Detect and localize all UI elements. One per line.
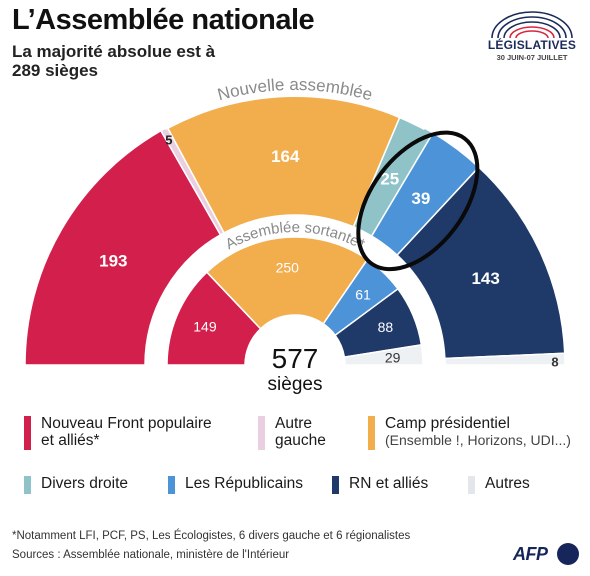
value-label-new-7: 8 xyxy=(551,354,558,369)
logo-dates: 30 JUIN-07 JUILLET xyxy=(496,53,568,62)
legend-swatch xyxy=(368,416,375,450)
value-label-old-5: 61 xyxy=(355,286,371,302)
legend-label: Camp présidentiel (Ensemble !, Horizons, … xyxy=(385,415,571,448)
value-label-new-5: 39 xyxy=(411,189,430,208)
value-labels: 193 5 164 25 39 143 8 149 250 61 88 29 xyxy=(99,133,558,370)
legend-label: RN et alliés xyxy=(349,475,429,492)
legend-swatch xyxy=(24,416,31,450)
inner-label-band xyxy=(200,217,397,272)
legend-label: Autres xyxy=(485,475,530,492)
highlight-ellipse xyxy=(356,130,480,272)
total-seats-value: 577 xyxy=(272,343,319,374)
inner-ring xyxy=(166,236,424,366)
value-label-new-3: 164 xyxy=(271,147,300,166)
afp-logo: AFP xyxy=(513,541,581,569)
seat-segment-old-1 xyxy=(166,271,262,366)
legend-label: Les Républicains xyxy=(185,475,304,492)
legislatives-logo: LÉGISLATIVES 30 JUIN-07 JUILLET xyxy=(482,8,582,66)
legend-swatch xyxy=(332,476,339,494)
highlight-ellipse-shape xyxy=(356,130,480,272)
afp-dot-icon xyxy=(557,543,579,565)
seat-segment-new-1 xyxy=(24,129,222,366)
footnote: *Notamment LFI, PCF, PS, Les Écologistes… xyxy=(12,530,411,542)
legend-label: Divers droite xyxy=(41,475,128,492)
value-label-old-6: 88 xyxy=(378,319,394,335)
value-label-old-7: 29 xyxy=(385,349,401,365)
value-label-new-1: 193 xyxy=(99,252,127,271)
value-label-new-2: 5 xyxy=(165,133,172,148)
value-label-old-3: 250 xyxy=(276,259,300,275)
seat-segment-old-3 xyxy=(205,236,369,330)
value-label-new-4: 25 xyxy=(380,170,399,189)
legend-label: Nouveau Front populaire et alliés* xyxy=(41,415,212,449)
sources: Sources : Assemblée nationale, ministère… xyxy=(12,549,290,561)
legend-swatch xyxy=(468,476,475,494)
afp-brand: AFP xyxy=(513,544,548,564)
logo-name: LÉGISLATIVES xyxy=(487,38,577,52)
legend-label: Autre gauche xyxy=(275,415,326,449)
page-subtitle: La majorité absolue est à 289 sièges xyxy=(12,42,216,80)
value-label-new-6: 143 xyxy=(471,269,499,288)
seat-segment-new-7 xyxy=(444,352,566,366)
value-label-old-1: 149 xyxy=(193,318,217,334)
legend-swatch xyxy=(168,476,175,494)
outer-ring xyxy=(24,94,566,366)
arc-logo-icon xyxy=(491,11,573,39)
legend-swatch xyxy=(24,476,31,494)
legend-swatch xyxy=(258,416,265,450)
total-seats-unit: sièges xyxy=(268,374,323,395)
seat-segment-old-7 xyxy=(343,344,424,366)
page-title: L’Assemblée nationale xyxy=(12,4,315,36)
outer-label-band xyxy=(154,73,436,131)
